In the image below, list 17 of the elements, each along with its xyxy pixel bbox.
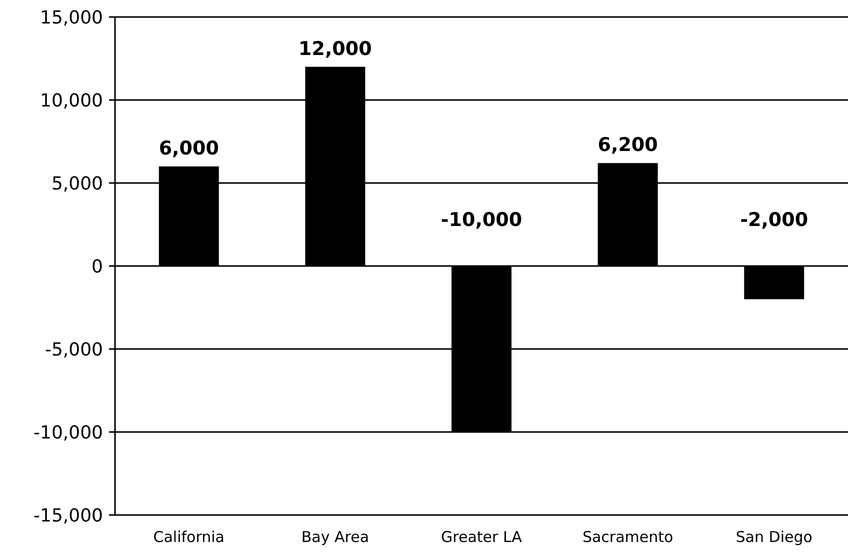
y-tick-label: 5,000 <box>51 173 103 194</box>
x-tick-label: Sacramento <box>582 528 674 546</box>
data-label: 12,000 <box>298 38 372 60</box>
data-label: 6,000 <box>158 137 219 160</box>
y-tick-label: 10,000 <box>40 90 103 112</box>
x-tick-label: Bay Area <box>301 528 370 546</box>
x-tick-label: San Diego <box>736 528 812 546</box>
data-label: -10,000 <box>440 209 522 231</box>
data-label: 6,200 <box>598 134 658 156</box>
y-tick-label: -10,000 <box>34 422 103 444</box>
data-label: -2,000 <box>740 209 808 231</box>
y-tick-label: -5,000 <box>44 339 103 360</box>
x-tick-label: California <box>153 528 224 546</box>
x-tick-label: Greater LA <box>441 528 523 546</box>
y-tick-label: 15,000 <box>40 7 103 28</box>
y-tick-label: 0 <box>92 256 103 278</box>
y-tick-label: -15,000 <box>34 505 103 526</box>
